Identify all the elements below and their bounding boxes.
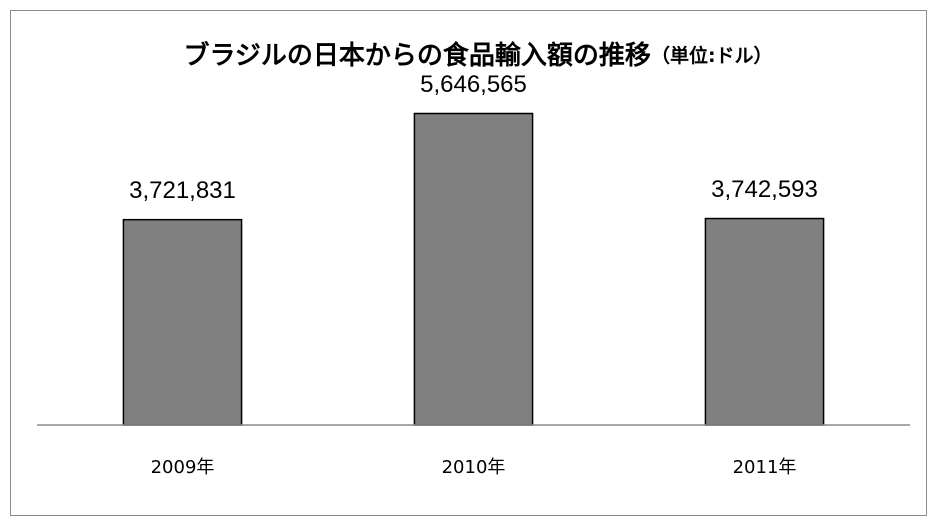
chart-title-group: ブラジルの日本からの食品輸入額の推移（単位:ドル）: [183, 40, 772, 71]
x-tick-label: 2009年: [151, 457, 215, 478]
value-label: 5,646,565: [420, 71, 527, 98]
x-tick-label: 2011年: [733, 457, 797, 478]
chart-title: ブラジルの日本からの食品輸入額の推移: [183, 40, 650, 71]
bar: [704, 217, 825, 426]
bar: [413, 112, 534, 426]
bar: [122, 218, 243, 426]
x-tick-label: 2010年: [442, 457, 506, 478]
chart-subtitle: （単位:ドル）: [651, 44, 773, 67]
value-label: 3,742,593: [711, 176, 818, 203]
value-label: 3,721,831: [129, 177, 236, 204]
